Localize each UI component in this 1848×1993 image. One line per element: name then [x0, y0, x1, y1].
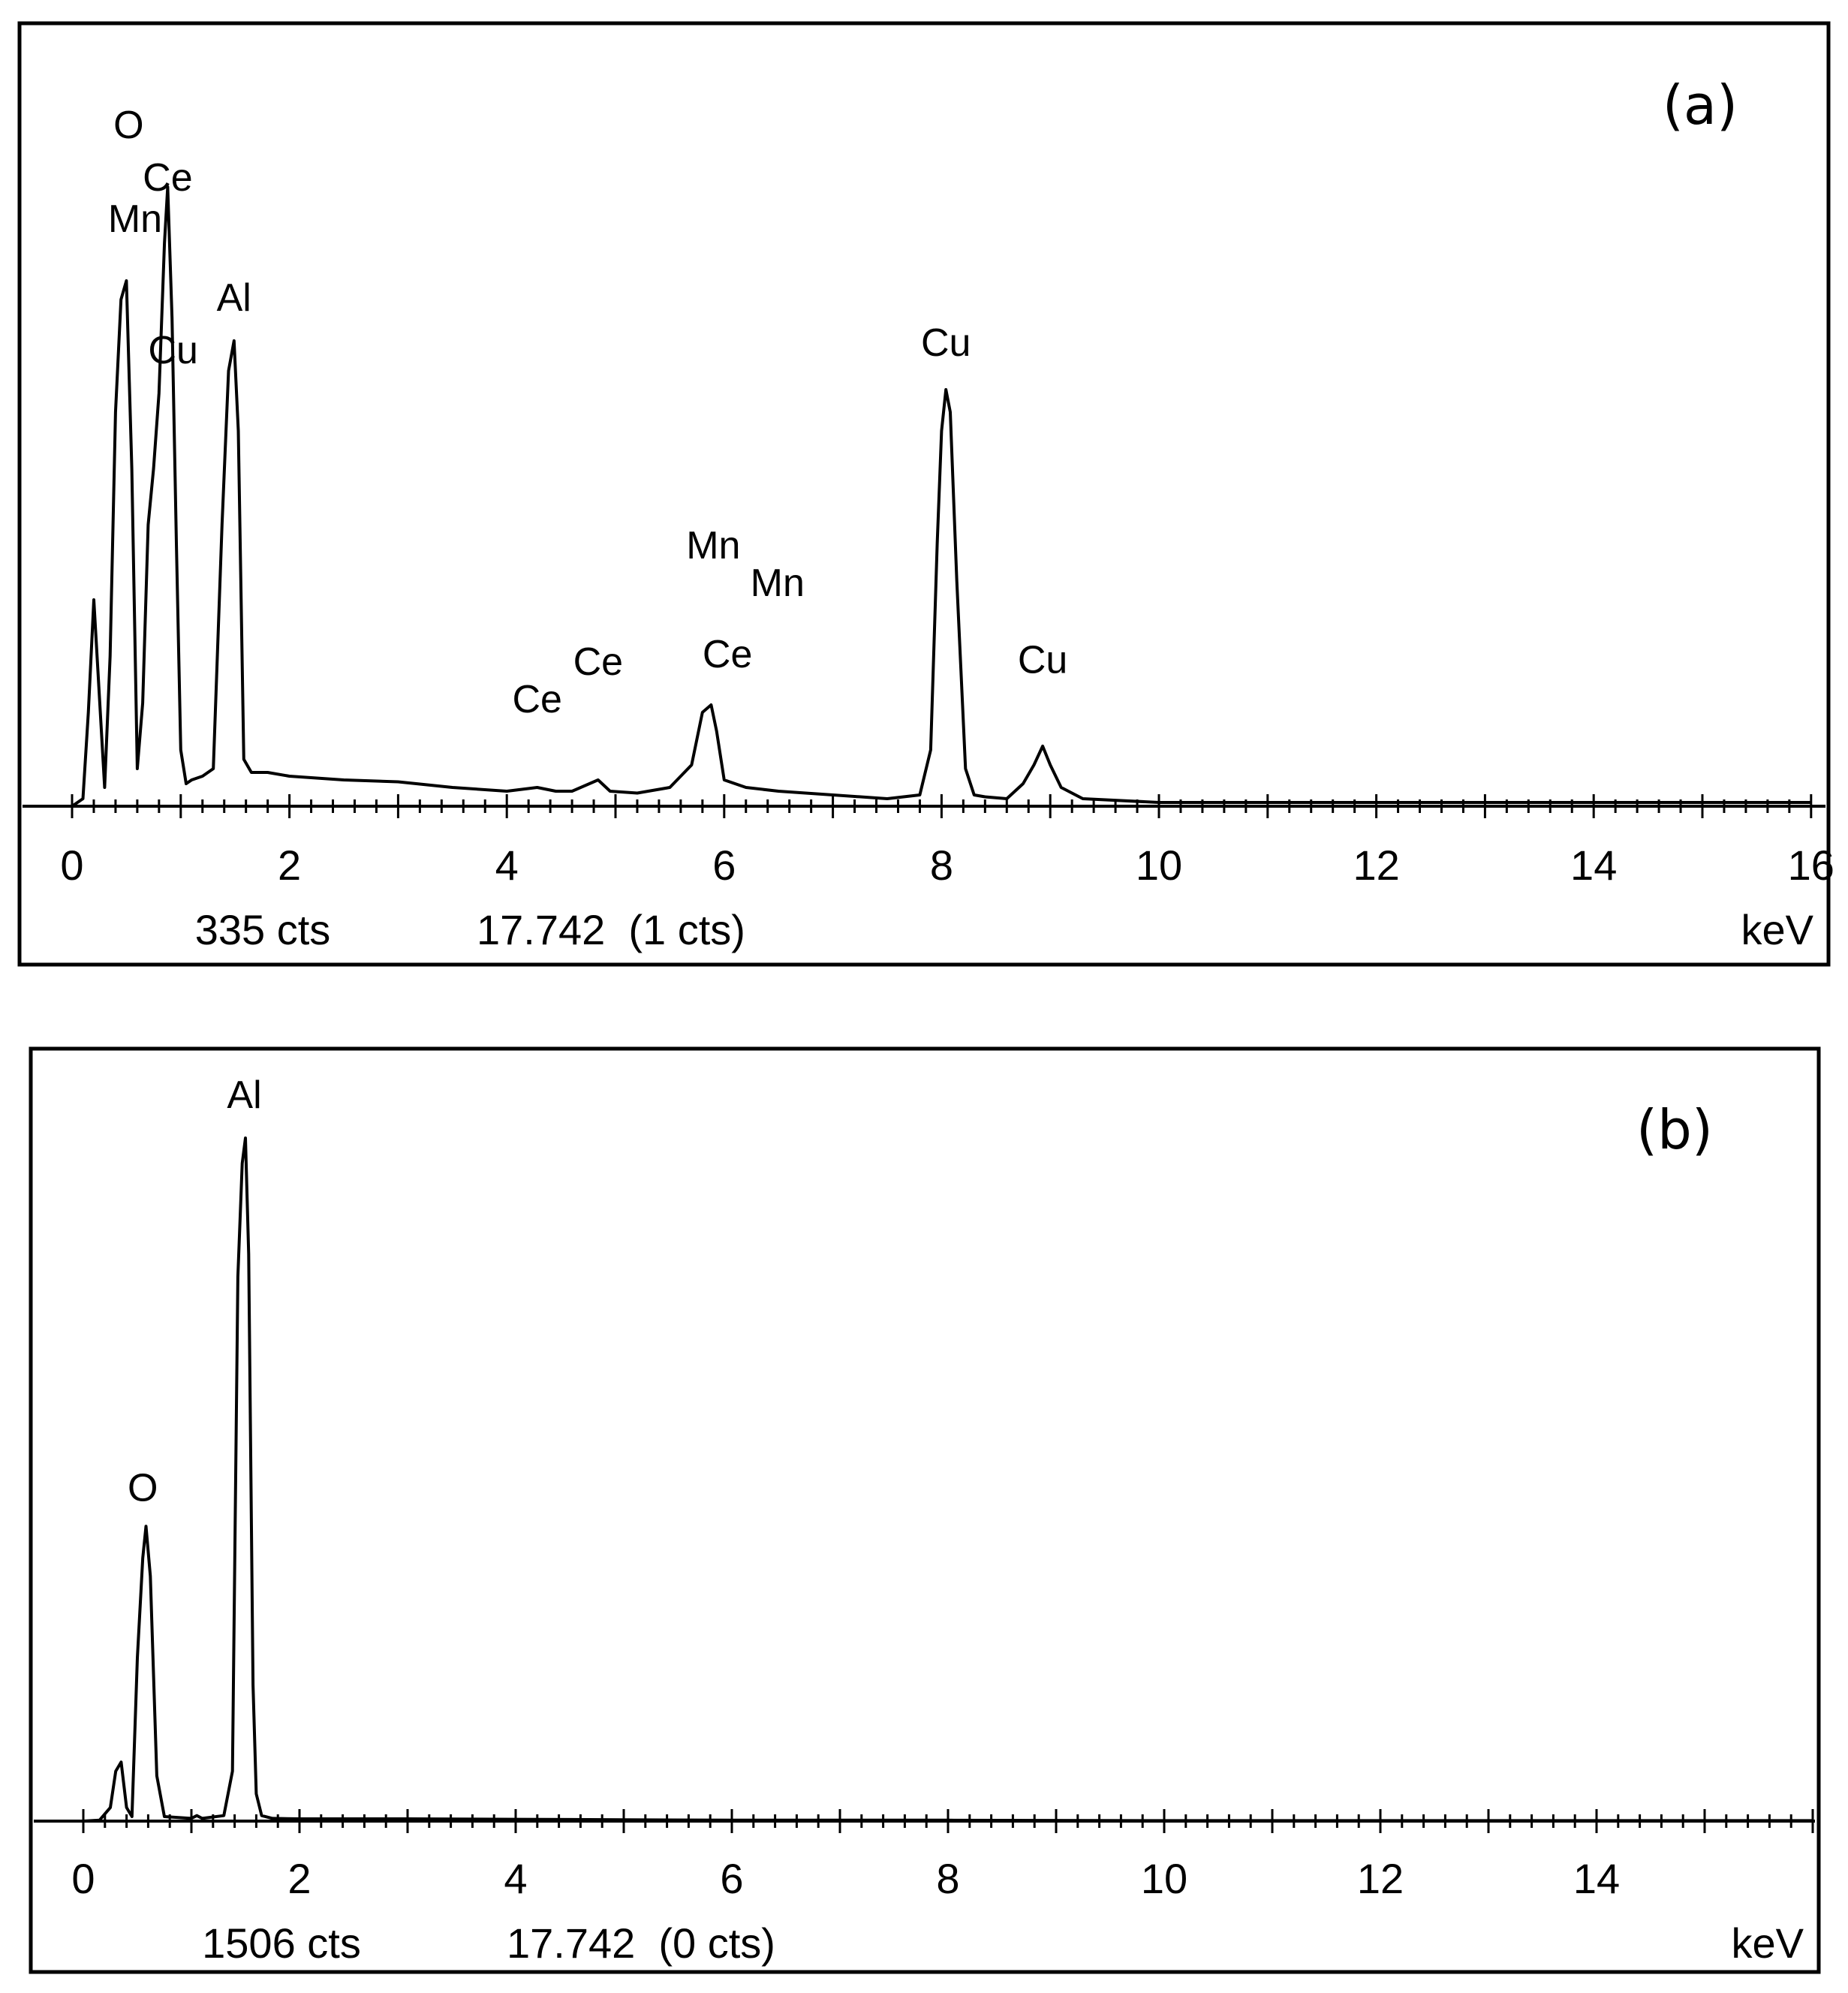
peak-label: Cu: [1018, 639, 1067, 682]
panel-b-cursor-readout: 17.742 (0 cts): [507, 1919, 775, 1967]
panel-a-tick-labels: 0 2 4 6 8 10 12 14 16: [60, 841, 1834, 889]
peak-label: Ce: [143, 156, 192, 200]
tick-label: 0: [71, 1855, 95, 1902]
tick-label: 16: [1788, 841, 1834, 889]
panel-b-spectrum-line: [83, 1136, 1813, 1823]
tick-label: 12: [1353, 841, 1399, 889]
tick-label: 12: [1357, 1855, 1404, 1902]
tick-label: 8: [930, 841, 953, 889]
tick-label: 2: [287, 1855, 311, 1902]
peak-label: Cu: [148, 329, 197, 372]
peak-label: Mn: [751, 561, 805, 605]
tick-label: 10: [1141, 1855, 1187, 1902]
panel-b-peak-labels: Al O: [128, 1073, 262, 1510]
tick-label: 14: [1570, 841, 1617, 889]
tick-label: 4: [504, 1855, 527, 1902]
tick-label: 0: [60, 841, 83, 889]
peak-label: Al: [227, 1073, 261, 1117]
panel-b-x-unit: keV: [1732, 1919, 1804, 1967]
tick-label: 4: [495, 841, 519, 889]
tick-label: 8: [936, 1855, 959, 1902]
panel-b-counts-readout: 1506 cts: [202, 1919, 361, 1967]
panel-b: (b) 0 2 4 6 8 10 12 14 Al O 1506 cts 17.742 (0 c…: [29, 1046, 1821, 1974]
panel-a-ticks: [71, 794, 1813, 818]
tick-label: 6: [720, 1855, 743, 1902]
panel-a-label: (a): [1663, 74, 1738, 137]
panel-a-x-unit: keV: [1741, 906, 1814, 953]
peak-label: Mn: [108, 197, 162, 241]
panel-b-frame: [29, 1046, 1821, 1974]
panel-a-counts-readout: 335 cts: [195, 906, 331, 953]
tick-label: 2: [278, 841, 301, 889]
tick-label: 10: [1136, 841, 1182, 889]
panel-a-cursor-readout: 17.742 (1 cts): [477, 906, 745, 953]
tick-label: 14: [1573, 1855, 1620, 1902]
panel-b-label: (b): [1636, 1098, 1713, 1161]
panel-a-spectrum-line: [71, 185, 1811, 808]
peak-label: Ce: [573, 640, 623, 684]
peak-label: Al: [217, 276, 251, 320]
peak-label: Cu: [921, 321, 971, 365]
panel-b-tick-labels: 0 2 4 6 8 10 12 14: [71, 1855, 1620, 1902]
peak-label: Ce: [703, 633, 752, 676]
peak-label: O: [113, 104, 143, 147]
peak-label: O: [128, 1466, 158, 1510]
panel-a-frame: [17, 21, 1831, 967]
peak-label: Ce: [513, 678, 562, 721]
tick-label: 6: [712, 841, 736, 889]
peak-label: Mn: [686, 524, 740, 567]
